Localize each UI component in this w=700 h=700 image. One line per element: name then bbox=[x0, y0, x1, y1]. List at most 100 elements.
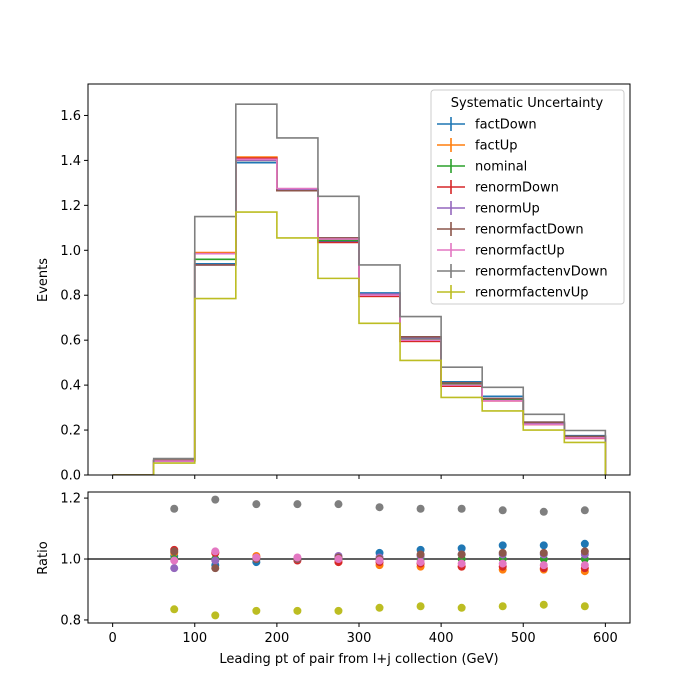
legend-item-renormUp: renormUp bbox=[437, 201, 540, 217]
main-y-axis-label: Events bbox=[36, 258, 51, 302]
ratio-point-renormfactDown bbox=[416, 550, 425, 559]
ratio-point-renormfactenvDown bbox=[211, 495, 220, 504]
ratio-point-renormfactenvDown bbox=[416, 504, 425, 513]
ratio-y-tick-label: 1.2 bbox=[60, 492, 81, 507]
ratio-point-renormfactUp bbox=[252, 553, 261, 562]
legend-label: renormfactenvUp bbox=[475, 286, 589, 301]
ratio-point-renormfactDown bbox=[539, 548, 548, 557]
ratio-point-renormfactenvDown bbox=[334, 500, 343, 509]
ratio-x-tick-label: 600 bbox=[593, 631, 618, 646]
ratio-point-renormfactenvUp bbox=[498, 602, 507, 611]
legend-items: factDown factUp nominal renormDown renormUp r… bbox=[437, 117, 608, 301]
ratio-y-axis-label: Ratio bbox=[36, 541, 51, 574]
legend-label: renormDown bbox=[475, 181, 559, 196]
legend-title: Systematic Uncertainty bbox=[451, 96, 604, 111]
ratio-point-renormfactenvDown bbox=[375, 503, 384, 512]
hist-series-renormfactenvUp bbox=[112, 211, 607, 475]
main-y-tick-label: 1.6 bbox=[60, 109, 81, 124]
legend-label: renormfactenvDown bbox=[475, 265, 608, 280]
legend-item-renormDown: renormDown bbox=[437, 180, 559, 196]
ratio-y-tick-label: 1.0 bbox=[60, 553, 81, 568]
ratio-point-renormfactenvUp bbox=[293, 606, 302, 615]
ratio-point-renormfactUp bbox=[375, 556, 384, 565]
ratio-point-renormfactUp bbox=[211, 547, 220, 556]
ratio-point-renormfactUp bbox=[457, 559, 466, 568]
ratio-x-axis: 0 100 200 300 400 500 600 bbox=[108, 623, 618, 646]
legend-item-renormfactDown: renormfactDown bbox=[437, 222, 584, 238]
ratio-y-tick-label: 0.8 bbox=[60, 613, 81, 628]
legend-item-factUp: factUp bbox=[437, 138, 518, 154]
ratio-x-tick-label: 400 bbox=[429, 631, 454, 646]
ratio-point-renormfactenvUp bbox=[580, 602, 589, 611]
legend-label: renormUp bbox=[475, 202, 540, 217]
ratio-point-renormfactDown bbox=[580, 547, 589, 556]
ratio-point-renormfactenvDown bbox=[293, 500, 302, 509]
legend-label: renormfactUp bbox=[475, 244, 565, 259]
ratio-x-tick-label: 200 bbox=[264, 631, 289, 646]
ratio-point-renormfactDown bbox=[211, 564, 220, 573]
main-y-axis: 0.0 0.2 0.4 0.6 0.8 1.0 1.2 1.4 1.6 bbox=[60, 109, 88, 484]
ratio-point-renormfactUp bbox=[539, 561, 548, 570]
ratio-point-factDown bbox=[457, 544, 466, 553]
ratio-y-axis: 0.8 1.0 1.2 bbox=[60, 492, 88, 628]
main-y-tick-label: 0.2 bbox=[60, 424, 81, 439]
main-y-tick-label: 0.4 bbox=[60, 379, 81, 394]
legend-item-renormfactenvDown: renormfactenvDown bbox=[437, 264, 608, 280]
ratio-point-renormfactenvUp bbox=[170, 605, 179, 614]
legend-label: renormfactDown bbox=[475, 223, 584, 238]
ratio-point-renormfactDown bbox=[498, 548, 507, 557]
ratio-point-renormfactenvDown bbox=[457, 504, 466, 513]
ratio-panel: 0.8 1.0 1.2 0 100 200 300 400 500 600 Ratio Lead… bbox=[36, 491, 631, 667]
legend-label: nominal bbox=[475, 160, 527, 175]
ratio-point-renormfactUp bbox=[498, 559, 507, 568]
main-y-tick-label: 1.0 bbox=[60, 244, 81, 259]
legend-item-renormfactUp: renormfactUp bbox=[437, 243, 565, 259]
ratio-point-renormfactenvUp bbox=[539, 600, 548, 609]
ratio-point-factDown bbox=[498, 541, 507, 550]
main-y-tick-label: 0.6 bbox=[60, 334, 81, 349]
ratio-point-renormfactenvDown bbox=[170, 504, 179, 513]
ratio-x-axis-label: Leading pt of pair from l+j collection (… bbox=[219, 652, 498, 667]
legend-item-factDown: factDown bbox=[437, 117, 537, 133]
ratio-x-tick-label: 500 bbox=[511, 631, 536, 646]
main-y-tick-label: 1.2 bbox=[60, 199, 81, 214]
main-y-tick-label: 0.0 bbox=[60, 469, 81, 484]
legend-item-renormfactenvUp: renormfactenvUp bbox=[437, 285, 589, 301]
main-y-tick-label: 0.8 bbox=[60, 289, 81, 304]
ratio-point-renormUp bbox=[211, 556, 220, 565]
main-x-axis bbox=[112, 475, 606, 479]
ratio-point-renormfactUp bbox=[334, 555, 343, 564]
legend-label: factDown bbox=[475, 118, 537, 133]
ratio-point-renormfactenvUp bbox=[457, 603, 466, 612]
ratio-points bbox=[170, 495, 589, 620]
ratio-point-renormfactenvDown bbox=[580, 506, 589, 515]
legend: Systematic Uncertainty factDown factUp nom… bbox=[430, 89, 625, 305]
ratio-point-renormfactenvUp bbox=[416, 602, 425, 611]
ratio-point-renormfactenvUp bbox=[211, 611, 220, 620]
ratio-point-renormfactenvDown bbox=[252, 500, 261, 509]
legend-label: factUp bbox=[475, 139, 518, 154]
ratio-point-renormfactenvDown bbox=[539, 507, 548, 516]
ratio-point-factDown bbox=[539, 541, 548, 550]
ratio-point-renormfactenvDown bbox=[498, 506, 507, 515]
ratio-point-renormfactUp bbox=[416, 558, 425, 567]
main-histogram-panel: 0.0 0.2 0.4 0.6 0.8 1.0 1.2 1.4 1.6 Events Syste… bbox=[36, 83, 631, 484]
legend-frame bbox=[430, 89, 625, 305]
ratio-point-renormfactenvUp bbox=[252, 606, 261, 615]
ratio-point-renormUp bbox=[170, 564, 179, 573]
ratio-x-tick-label: 0 bbox=[108, 631, 116, 646]
ratio-point-renormfactDown bbox=[457, 550, 466, 559]
ratio-point-factDown bbox=[580, 539, 589, 548]
ratio-x-tick-label: 100 bbox=[182, 631, 207, 646]
ratio-point-renormfactUp bbox=[170, 556, 179, 565]
ratio-x-tick-label: 300 bbox=[347, 631, 372, 646]
ratio-point-renormfactenvUp bbox=[334, 606, 343, 615]
ratio-point-renormfactenvUp bbox=[375, 603, 384, 612]
histogram-steps bbox=[112, 103, 607, 475]
ratio-point-renormfactDown bbox=[170, 547, 179, 556]
legend-item-nominal: nominal bbox=[437, 159, 527, 175]
ratio-point-renormfactUp bbox=[580, 561, 589, 570]
ratio-point-renormfactUp bbox=[293, 553, 302, 562]
main-y-tick-label: 1.4 bbox=[60, 154, 81, 169]
